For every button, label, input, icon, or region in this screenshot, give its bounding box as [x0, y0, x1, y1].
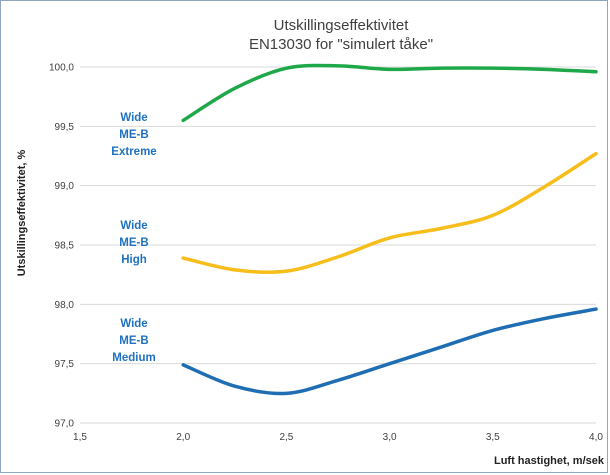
y-tick-label: 99,5	[55, 122, 75, 133]
series-label-medium: Medium	[112, 352, 155, 364]
x-axis-label: Luft hastighet, m/sek	[494, 455, 605, 467]
x-tick-label: 2,0	[176, 432, 190, 443]
y-tick-label: 98,0	[55, 300, 75, 311]
series-lines	[181, 63, 598, 396]
series-label-extreme: Extreme	[111, 146, 156, 158]
y-tick-label: 100,0	[49, 63, 74, 74]
series-line-high	[181, 151, 598, 275]
y-tick-label: 98,5	[55, 241, 75, 252]
gridlines	[80, 66, 596, 424]
x-tick-label: 4,0	[589, 432, 603, 443]
series-label-high: Wide	[120, 220, 147, 232]
series-label-extreme: ME-B	[119, 129, 148, 141]
x-tick-label: 3,5	[486, 432, 500, 443]
series-label-medium: ME-B	[119, 335, 148, 347]
y-tick-label: 99,0	[55, 181, 75, 192]
x-axis-ticks: 1,5 2,0 2,5 3,0 3,5 4,0	[73, 432, 603, 443]
series-labels: Wide ME-B Extreme Wide ME-B High Wide ME-B Mediu…	[111, 112, 156, 364]
series-line-extreme	[181, 63, 598, 123]
y-tick-label: 97,5	[55, 359, 75, 370]
series-line-medium	[181, 307, 598, 396]
x-tick-label: 1,5	[73, 432, 87, 443]
series-label-high: ME-B	[119, 237, 148, 249]
chart-title-line-1: Utskillingseffektivitet	[274, 17, 410, 34]
series-label-medium: Wide	[120, 318, 147, 330]
x-tick-label: 3,0	[383, 432, 397, 443]
y-axis-label: Utskillingseffektivitet, %	[16, 150, 28, 277]
series-label-extreme: Wide	[120, 112, 147, 124]
y-axis-ticks: 97,0 97,5 98,0 98,5 99,0 99,5 100,0	[49, 63, 74, 430]
x-tick-label: 2,5	[279, 432, 293, 443]
series-label-high: High	[121, 254, 147, 266]
y-tick-label: 97,0	[55, 419, 75, 430]
chart-title-line-2: EN13030 for "simulert tåke"	[249, 36, 433, 53]
